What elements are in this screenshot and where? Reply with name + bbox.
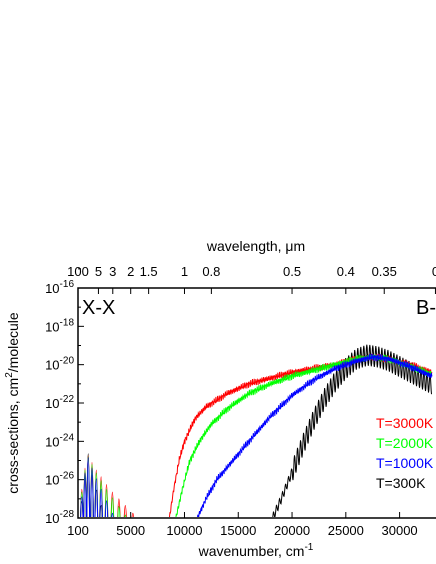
series-b-band-T=300K — [272, 344, 432, 517]
series-layer — [80, 344, 433, 517]
top-tick-label: 0.8 — [202, 264, 220, 279]
top-tick-label: 1 — [181, 264, 188, 279]
series-xx-band-T=1000K — [80, 457, 114, 517]
x-tick-label: 25000 — [328, 523, 364, 538]
top-tick-label: 0 — [432, 264, 436, 279]
y-tick-label-exponent: -16 — [60, 279, 75, 290]
y-tick-label-exponent: -28 — [60, 509, 75, 520]
x-axis-title-superscript: -1 — [304, 542, 313, 553]
y-tick-label-base: 10 — [45, 358, 59, 373]
x-tick-label: 15000 — [220, 523, 256, 538]
y-tick-label: 10-18 — [45, 317, 74, 334]
x-tick-label: 5000 — [116, 523, 145, 538]
y-tick-label-exponent: -24 — [60, 432, 75, 443]
y-tick-label-base: 10 — [45, 281, 59, 296]
top-tick-label: 5 — [95, 264, 102, 279]
y-axis-title-main: cross-sections, cm — [5, 378, 21, 494]
top-tick-label: 100 — [67, 264, 89, 279]
legend-item-T=1000K: T=1000K — [376, 455, 434, 471]
y-axis-title: cross-sections, cm2/molecule — [4, 312, 21, 494]
top-tick-label: 3 — [109, 264, 116, 279]
y-axis-title-superscript: 2 — [4, 372, 15, 378]
y-tick-label: 10-20 — [45, 356, 74, 373]
y-tick-label-base: 10 — [45, 319, 59, 334]
top-tick-label: 0.4 — [337, 264, 355, 279]
legend-item-T=300K: T=300K — [376, 475, 426, 491]
series-xx-band-T=300K — [80, 453, 103, 517]
x-tick-label: 30000 — [382, 523, 418, 538]
legend: T=3000K T=2000K T=1000K T=300K — [376, 415, 434, 491]
y-tick-label-base: 10 — [45, 511, 59, 526]
y-tick-label-exponent: -18 — [60, 317, 75, 328]
y-axis-title-suffix: /molecule — [5, 312, 21, 372]
annotation-b: B- — [416, 297, 436, 319]
x-tick-label: 10000 — [166, 523, 202, 538]
y-tick-label-base: 10 — [45, 473, 59, 488]
top-axis-title: wavelength, μm — [206, 238, 305, 254]
y-tick-label-exponent: -26 — [60, 471, 75, 482]
legend-item-T=2000K: T=2000K — [376, 435, 434, 451]
y-tick-label: 10-24 — [45, 432, 74, 449]
x-tick-label: 20000 — [274, 523, 310, 538]
y-tick-label-base: 10 — [45, 434, 59, 449]
y-tick-label: 10-22 — [45, 394, 74, 411]
top-tick-label: 0.35 — [372, 264, 397, 279]
top-axis-ticks: 100 5 3 2 1.5 1 0.8 0.5 0.4 0.35 0 — [67, 264, 436, 294]
x-axis-title: wavenumber, cm-1 — [198, 542, 314, 559]
y-tick-label-exponent: -22 — [60, 394, 75, 405]
top-tick-label: 2 — [127, 264, 134, 279]
annotation-xx: X-X — [82, 297, 115, 319]
series-xx-band-T=2000K — [80, 456, 127, 517]
y-tick-label: 10-16 — [45, 279, 74, 296]
series-b-band-T=1000K — [197, 353, 433, 517]
top-tick-label: 0.5 — [283, 264, 301, 279]
x-axis-title-main: wavenumber, cm — [198, 543, 305, 559]
y-tick-label-base: 10 — [45, 396, 59, 411]
top-tick-label: 1.5 — [140, 264, 158, 279]
series-xx-band-T=3000K — [80, 455, 135, 517]
x-axis-ticks: 100 5000 10000 15000 20000 25000 30000 — [67, 512, 418, 538]
legend-item-T=3000K: T=3000K — [376, 415, 434, 431]
y-tick-label: 10-26 — [45, 471, 74, 488]
y-tick-label-exponent: -20 — [60, 356, 75, 367]
y-tick-label: 10-28 — [45, 509, 74, 526]
x-tick-label: 100 — [67, 523, 89, 538]
